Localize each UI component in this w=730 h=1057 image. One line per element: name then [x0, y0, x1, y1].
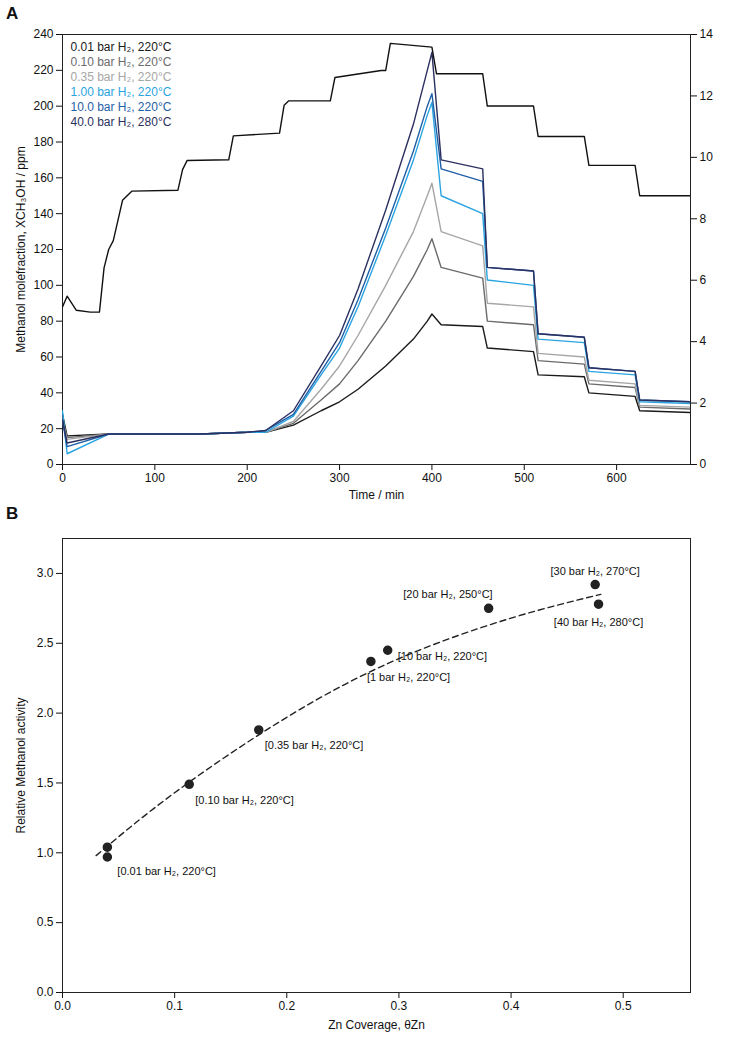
svg-text:[20 bar H₂, 250°C]: [20 bar H₂, 250°C]	[403, 588, 492, 600]
svg-text:0.2: 0.2	[278, 999, 295, 1013]
svg-text:4: 4	[700, 334, 707, 348]
svg-text:500: 500	[514, 471, 534, 485]
svg-text:40.0 bar H₂, 280°C: 40.0 bar H₂, 280°C	[71, 115, 172, 129]
html-text:A: A	[6, 4, 19, 23]
svg-text:Time / min: Time / min	[349, 488, 405, 502]
svg-text:14: 14	[700, 27, 714, 41]
svg-text:1.0: 1.0	[37, 846, 54, 860]
svg-text:200: 200	[33, 99, 53, 113]
svg-text:[30 bar H₂, 270°C]: [30 bar H₂, 270°C]	[550, 565, 639, 577]
svg-text:120: 120	[33, 242, 53, 256]
svg-text:12: 12	[700, 89, 714, 103]
svg-text:Methanol molefraction, XCH₃OH: Methanol molefraction, XCH₃OH / ppm	[14, 146, 28, 352]
svg-text:Relative Methanol activity: Relative Methanol activity	[14, 697, 28, 833]
svg-text:40: 40	[40, 386, 54, 400]
svg-text:6: 6	[700, 273, 707, 287]
svg-text:20: 20	[40, 422, 54, 436]
svg-text:0: 0	[47, 457, 54, 471]
svg-text:1.5: 1.5	[37, 776, 54, 790]
svg-text:0.1: 0.1	[166, 999, 183, 1013]
svg-text:0.0: 0.0	[54, 999, 71, 1013]
svg-text:3.0: 3.0	[37, 566, 54, 580]
svg-text:2: 2	[700, 396, 707, 410]
svg-text:160: 160	[33, 171, 53, 185]
svg-text:300: 300	[330, 471, 350, 485]
svg-text:200: 200	[237, 471, 257, 485]
svg-text:[10 bar H₂, 220°C]: [10 bar H₂, 220°C]	[398, 650, 487, 662]
svg-text:2.0: 2.0	[37, 706, 54, 720]
svg-text:0.4: 0.4	[503, 999, 520, 1013]
svg-text:0: 0	[59, 471, 66, 485]
svg-text:[0.10 bar H₂, 220°C]: [0.10 bar H₂, 220°C]	[195, 794, 294, 806]
svg-text:0.3: 0.3	[391, 999, 408, 1013]
svg-text:80: 80	[40, 314, 54, 328]
svg-text:0.01 bar H₂, 220°C: 0.01 bar H₂, 220°C	[71, 40, 172, 54]
svg-text:220: 220	[33, 63, 53, 77]
svg-text:1.00 bar H₂, 220°C: 1.00 bar H₂, 220°C	[71, 85, 172, 99]
svg-text:10: 10	[700, 150, 714, 164]
svg-text:[1 bar H₂, 220°C]: [1 bar H₂, 220°C]	[367, 671, 450, 683]
html-text:B: B	[6, 504, 19, 523]
svg-text:240: 240	[33, 27, 53, 41]
svg-text:400: 400	[422, 471, 442, 485]
svg-text:[0.01 bar H₂, 220°C]: [0.01 bar H₂, 220°C]	[117, 865, 216, 877]
svg-text:8: 8	[700, 212, 707, 226]
svg-text:[40 bar H₂, 280°C]: [40 bar H₂, 280°C]	[554, 616, 643, 628]
svg-text:Zn Coverage, θZn: Zn Coverage, θZn	[328, 1018, 425, 1032]
svg-text:140: 140	[33, 207, 53, 221]
svg-text:2.5: 2.5	[37, 636, 54, 650]
svg-text:0.0: 0.0	[37, 985, 54, 999]
svg-text:0: 0	[700, 457, 707, 471]
svg-text:0.5: 0.5	[615, 999, 632, 1013]
svg-text:600: 600	[607, 471, 627, 485]
svg-text:10.0 bar H₂, 220°C: 10.0 bar H₂, 220°C	[71, 100, 172, 114]
svg-text:0.5: 0.5	[37, 915, 54, 929]
svg-text:100: 100	[145, 471, 165, 485]
svg-text:0.10 bar H₂, 220°C: 0.10 bar H₂, 220°C	[71, 55, 172, 69]
svg-text:100: 100	[33, 278, 53, 292]
svg-text:60: 60	[40, 350, 54, 364]
svg-text:0.35 bar H₂, 220°C: 0.35 bar H₂, 220°C	[71, 70, 172, 84]
svg-text:180: 180	[33, 135, 53, 149]
svg-text:[0.35 bar H₂, 220°C]: [0.35 bar H₂, 220°C]	[265, 739, 364, 751]
